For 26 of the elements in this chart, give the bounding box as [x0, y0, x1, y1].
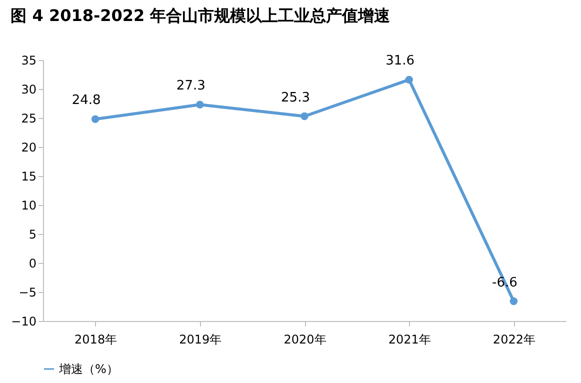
y-tick-label: 15	[21, 170, 36, 184]
y-tick-label: 30	[21, 82, 36, 96]
x-tick-label: 2018年	[74, 332, 118, 346]
y-tick-label: 5	[28, 228, 36, 242]
x-tick-label: 2019年	[179, 332, 222, 346]
x-tick-label: 2022年	[492, 332, 536, 346]
point	[91, 115, 100, 124]
data-label: 27.3	[176, 78, 206, 94]
data-label: 31.6	[386, 54, 415, 69]
point	[510, 297, 518, 306]
point	[300, 112, 308, 120]
data-label: 25.3	[281, 90, 310, 106]
y-tick-label: 0	[28, 256, 36, 270]
y-tick-label: 25	[21, 112, 36, 126]
y-tick-label: −5	[18, 286, 36, 300]
y-tick-label: 20	[21, 140, 36, 154]
x-tick-label: 2020年	[284, 332, 326, 346]
data-label: 24.8	[72, 93, 101, 108]
legend-label: 增速（%）	[58, 362, 118, 376]
y-tick-label: 10	[21, 198, 36, 212]
x-tick-label: 2021年	[388, 332, 431, 346]
point	[196, 100, 204, 109]
point	[405, 76, 413, 84]
y-tick-label: −10	[11, 314, 36, 328]
chart-title: 图 4 2018-2022 年合山市规模以上工业总产值增速	[10, 6, 392, 25]
y-tick-label: 35	[21, 54, 36, 68]
